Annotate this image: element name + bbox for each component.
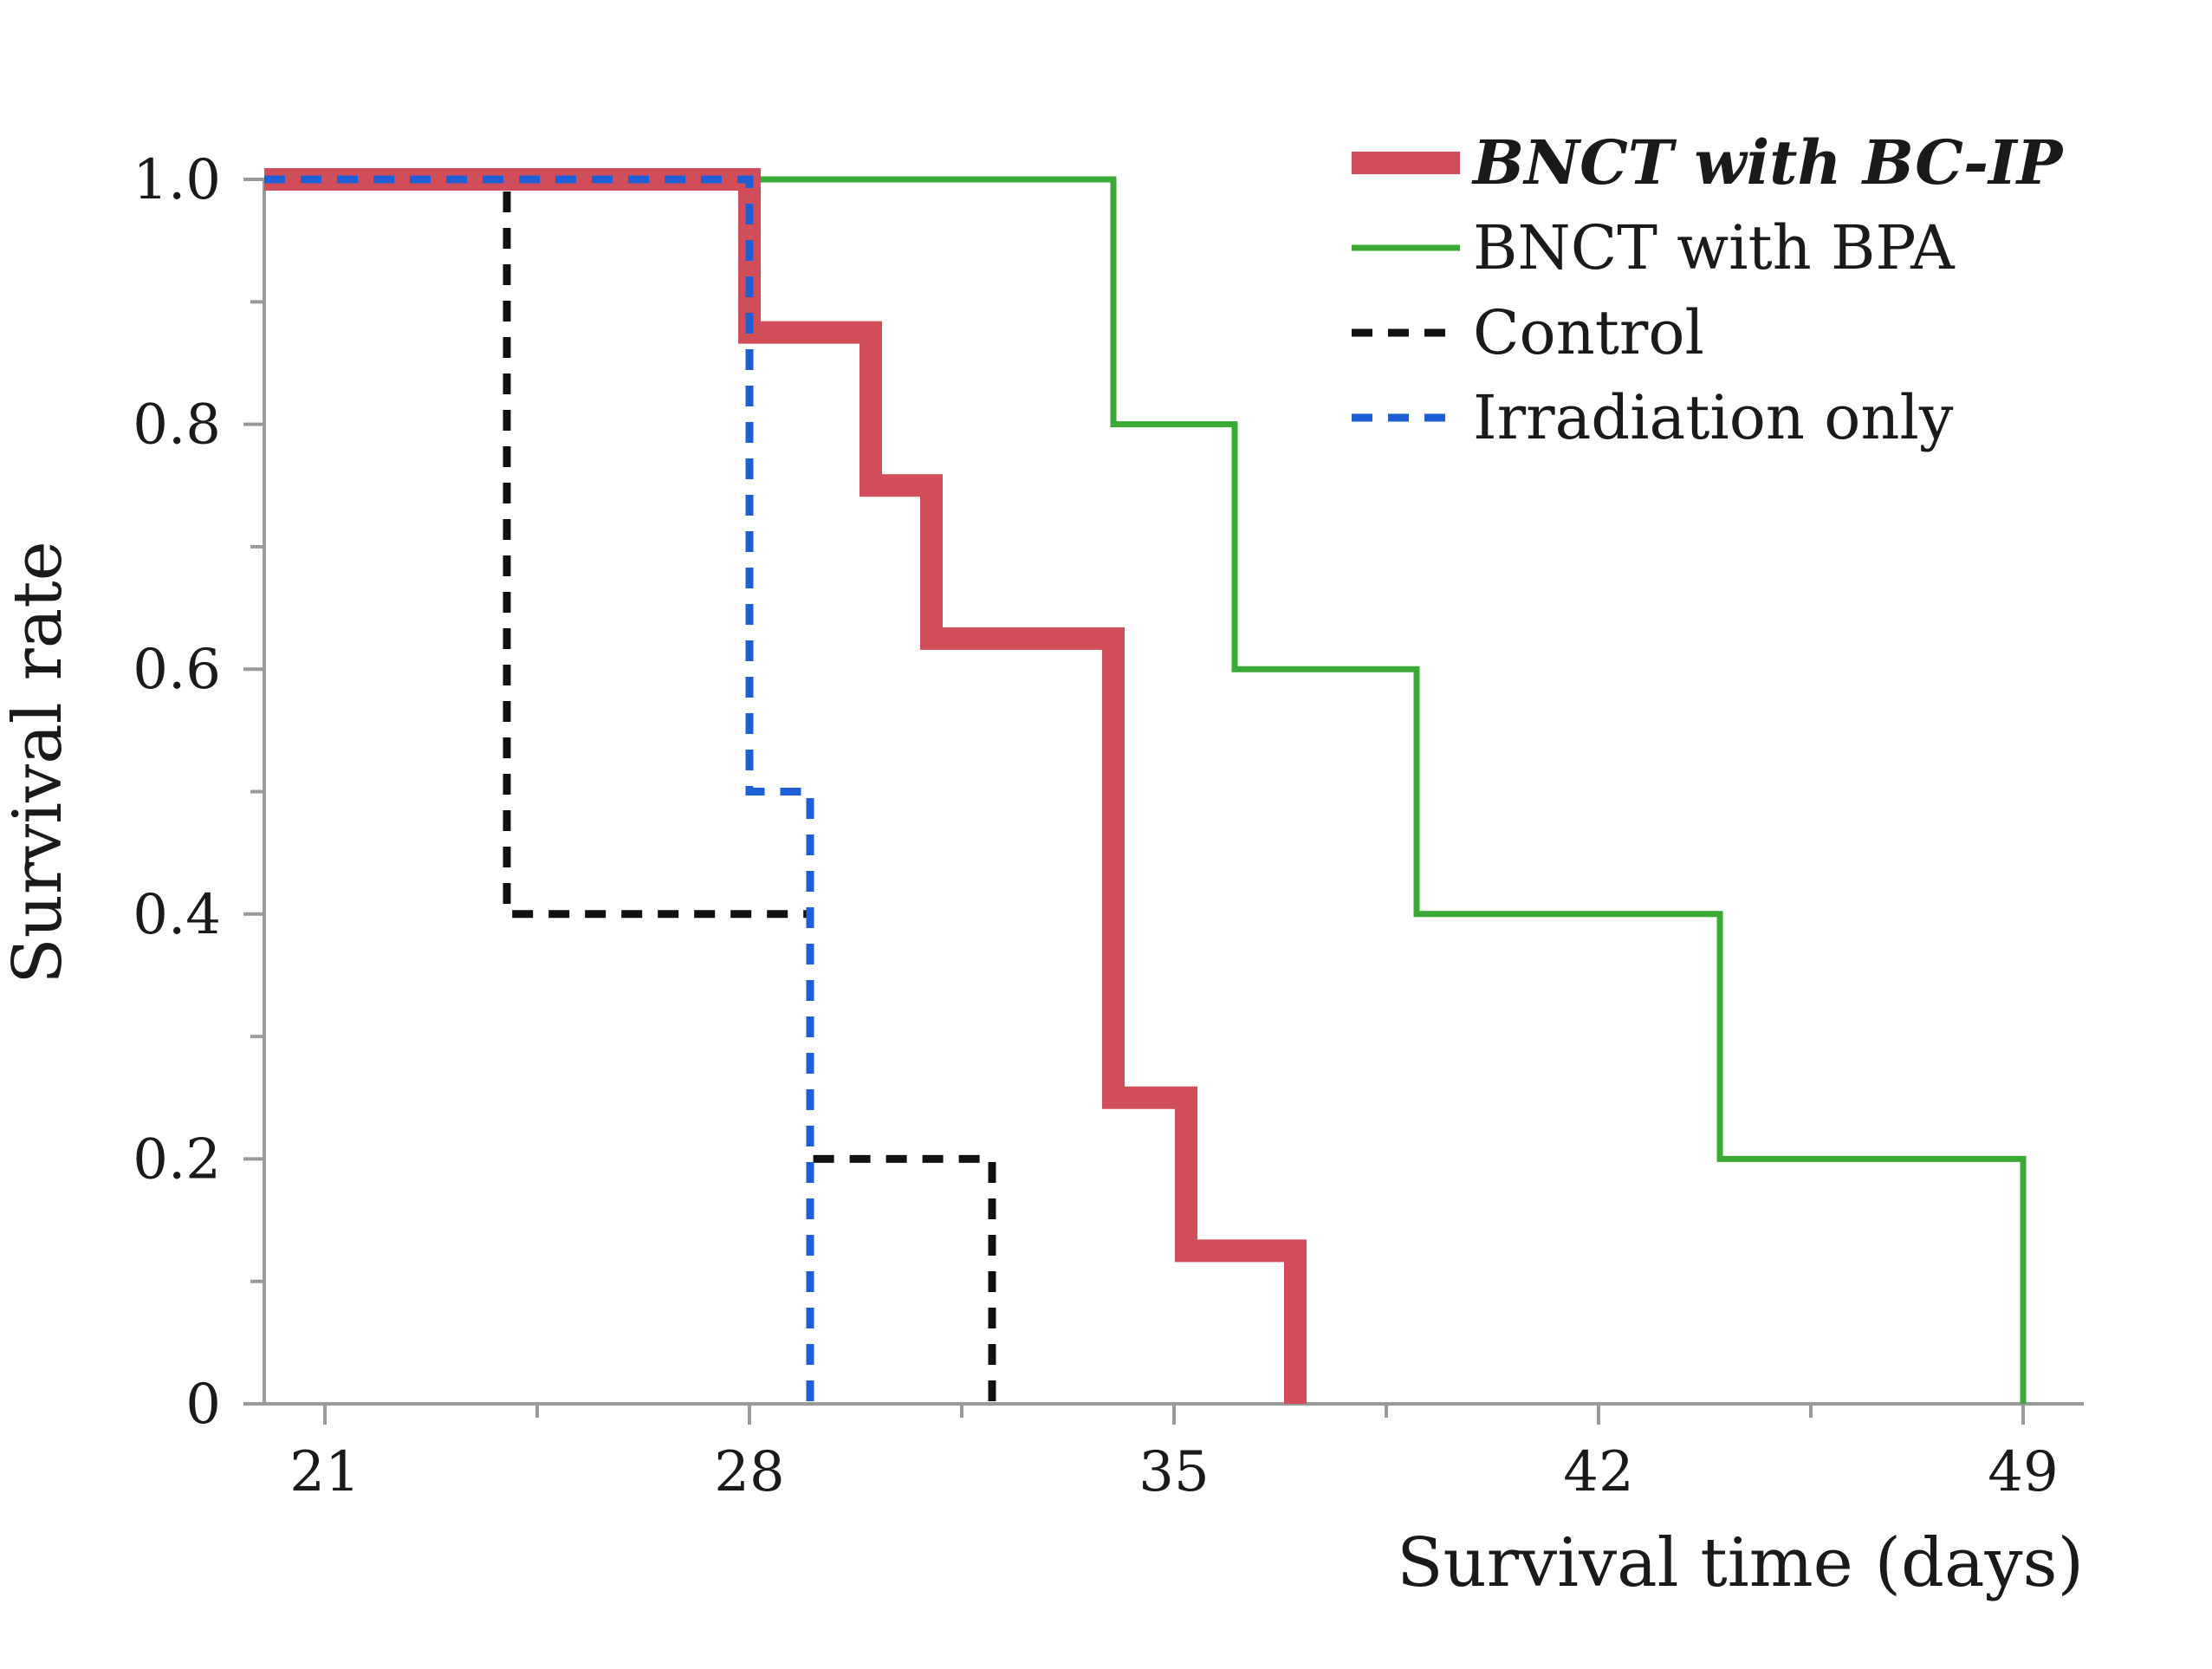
y-tick-label-0-8: 0.8 <box>133 393 221 458</box>
x-tick-label-42: 42 <box>1563 1440 1633 1504</box>
series-line-bnct-with-bpa <box>264 176 2027 1404</box>
x-tick-label-35: 35 <box>1138 1440 1209 1504</box>
x-tick-label-49: 49 <box>1988 1440 2058 1504</box>
y-tick-label-0-2: 0.2 <box>133 1127 221 1192</box>
series-line-bnct-with-bc-ip <box>264 168 1307 1404</box>
legend-layer: BNCT with BC-IP BNCT with BPA Control Irrad… <box>1352 127 2065 453</box>
y-tick-label-0-4: 0.4 <box>133 883 221 947</box>
series-line-irradiation-only <box>264 175 814 1404</box>
y-tick-label-0-6: 0.6 <box>133 638 221 702</box>
legend-label-bnct-with-bpa: BNCT with BPA <box>1473 212 1956 283</box>
x-tick-label-28: 28 <box>714 1440 784 1504</box>
x-tick-label-21: 21 <box>289 1440 360 1504</box>
legend-label-control: Control <box>1473 297 1704 368</box>
axes-layer: 21 28 35 42 49 0 0.2 0.4 0.6 0.8 1.0 <box>133 148 2084 1504</box>
series-line-control <box>264 175 996 1404</box>
x-axis-title: Survival time (days) <box>1397 1524 2084 1602</box>
legend-label-bnct-with-bc-ip: BNCT with BC-IP <box>1471 127 2065 198</box>
y-tick-label-1-0: 1.0 <box>133 148 221 212</box>
y-axis-title: Survival rate <box>0 541 77 984</box>
y-tick-label-0: 0 <box>185 1373 221 1437</box>
series-layer <box>264 168 2027 1404</box>
legend-label-irradiation-only: Irradiation only <box>1473 382 1954 453</box>
